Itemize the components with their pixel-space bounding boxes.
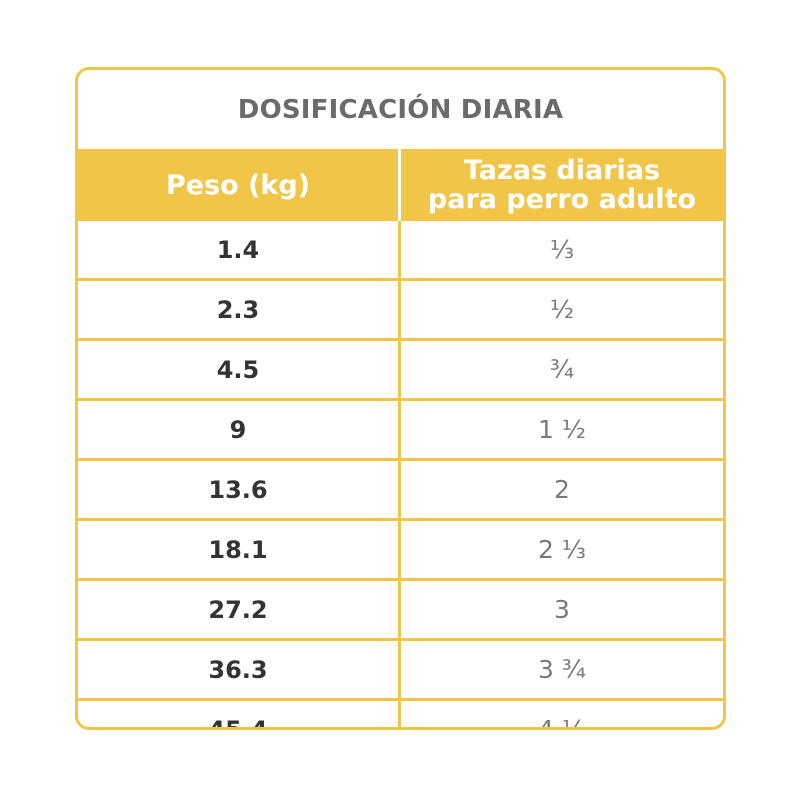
cups-cell: 2 (554, 475, 570, 504)
cups-cell: ¾ (549, 355, 575, 384)
table-row: 1.4 ⅓ (78, 221, 723, 278)
weight-cell: 27.2 (78, 581, 401, 638)
table-header: Peso (kg) Tazas diarias para perro adult… (78, 149, 723, 221)
table-row: 27.2 3 (78, 578, 723, 638)
cups-cell: ⅓ (549, 235, 575, 264)
cups-cell: ½ (549, 295, 575, 324)
table-row: 9 1 ½ (78, 398, 723, 458)
header-cups: Tazas diarias para perro adulto (401, 149, 723, 221)
weight-cell: 9 (78, 401, 401, 458)
header-cups-line2: para perro adulto (427, 184, 697, 215)
weight-cell: 1.4 (78, 221, 401, 278)
table-row: 18.1 2 ⅓ (78, 518, 723, 578)
table-row: 45.4 4 ⅓ (78, 698, 723, 730)
header-cups-line1: Tazas diarias (463, 155, 661, 186)
table-body: 1.4 ⅓ 2.3 ½ 4.5 ¾ 9 1 ½ 13.6 2 18.1 2 ⅓ … (78, 221, 723, 730)
table-row: 13.6 2 (78, 458, 723, 518)
weight-cell: 4.5 (78, 341, 401, 398)
weight-cell: 36.3 (78, 641, 401, 698)
cups-cell: 4 ⅓ (537, 715, 587, 730)
weight-cell: 18.1 (78, 521, 401, 578)
weight-cell: 45.4 (78, 701, 401, 727)
cups-cell: 3 (554, 595, 570, 624)
cups-cell: 1 ½ (537, 415, 587, 444)
header-weight: Peso (kg) (78, 149, 401, 221)
dosage-table-card: DOSIFICACIÓN DIARIA Peso (kg) Tazas diar… (75, 67, 726, 730)
table-row: 4.5 ¾ (78, 338, 723, 398)
table-row: 2.3 ½ (78, 278, 723, 338)
cups-cell: 3 ¾ (537, 655, 587, 684)
weight-cell: 13.6 (78, 461, 401, 518)
cups-cell: 2 ⅓ (537, 535, 587, 564)
table-row: 36.3 3 ¾ (78, 638, 723, 698)
table-title: DOSIFICACIÓN DIARIA (237, 94, 564, 125)
weight-cell: 2.3 (78, 281, 401, 338)
